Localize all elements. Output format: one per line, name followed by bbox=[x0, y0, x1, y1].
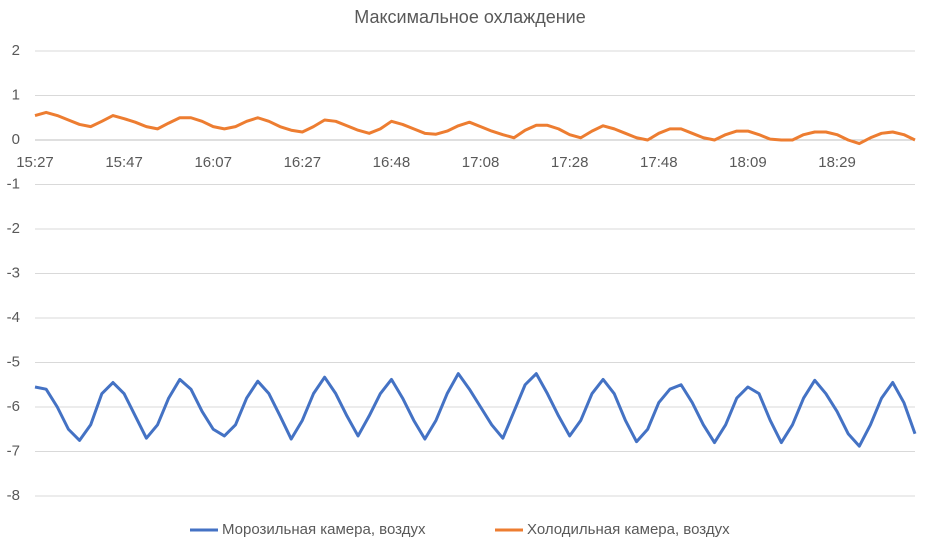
series-line bbox=[34, 372, 917, 448]
x-tick-label: 16:07 bbox=[194, 154, 232, 171]
y-tick-label: -6 bbox=[7, 398, 20, 415]
x-tick-label: 17:48 bbox=[640, 154, 678, 171]
chart-title: Максимальное охлаждение bbox=[354, 7, 585, 27]
x-tick-label: 16:27 bbox=[284, 154, 322, 171]
x-tick-label: 15:47 bbox=[105, 154, 143, 171]
y-tick-label: -3 bbox=[7, 264, 20, 281]
legend-label: Морозильная камера, воздух bbox=[222, 521, 426, 538]
y-tick-label: -8 bbox=[7, 487, 20, 504]
y-tick-label: 1 bbox=[12, 86, 20, 103]
y-tick-label: -7 bbox=[7, 442, 20, 459]
series-line bbox=[34, 110, 916, 146]
y-tick-label: -5 bbox=[7, 353, 20, 370]
y-tick-label: -2 bbox=[7, 220, 20, 237]
x-tick-label: 17:08 bbox=[462, 154, 500, 171]
y-tick-label: 0 bbox=[12, 131, 20, 148]
x-tick-label: 17:28 bbox=[551, 154, 589, 171]
legend-label: Холодильная камера, воздух bbox=[527, 521, 730, 538]
y-tick-label: -4 bbox=[7, 309, 20, 326]
y-tick-label: -1 bbox=[7, 175, 20, 192]
x-tick-label: 16:48 bbox=[373, 154, 411, 171]
x-tick-label: 18:09 bbox=[729, 154, 767, 171]
x-tick-label: 15:27 bbox=[16, 154, 54, 171]
y-tick-label: 2 bbox=[12, 42, 20, 59]
x-tick-label: 18:29 bbox=[818, 154, 856, 171]
